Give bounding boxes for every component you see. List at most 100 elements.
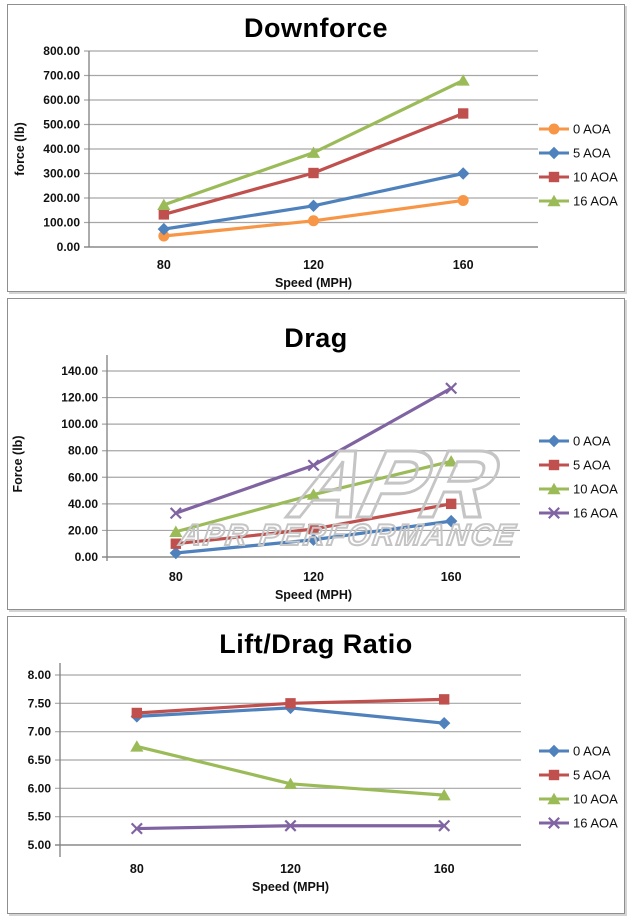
triangle-marker — [547, 482, 561, 495]
triangle-marker — [130, 740, 144, 752]
triangle-marker — [169, 525, 183, 537]
square-marker — [308, 167, 319, 179]
y-tick-label: 7.50 — [28, 696, 52, 710]
y-tick-label: 7.00 — [28, 725, 52, 739]
y-axis-title: Force (lb) — [11, 436, 25, 493]
x-marker — [445, 382, 458, 395]
diamond-marker — [547, 434, 561, 448]
legend-label: 16 AOA — [573, 816, 618, 831]
y-tick-label: 60.00 — [68, 470, 98, 484]
diamond-marker — [437, 716, 451, 730]
y-tick-label: 500.00 — [43, 118, 80, 132]
x-tick-label: 120 — [280, 862, 301, 876]
lift-drag-ratio-chart-title: Lift/Drag Ratio — [219, 629, 413, 659]
drag-chart: 0.00 20.00 40.00 60.00 80.00 100.00 120.00 140.… — [11, 355, 618, 602]
square-marker — [131, 707, 143, 719]
x-axis-title: Speed (MPH) — [275, 588, 352, 602]
triangle-marker — [157, 198, 171, 211]
y-tick-label: 700.00 — [43, 69, 80, 83]
y-tick-label: 0.00 — [75, 550, 99, 564]
square-marker — [457, 108, 469, 119]
diamond-marker — [169, 546, 183, 560]
legend-label: 16 AOA — [573, 194, 618, 209]
triangle-marker — [306, 488, 321, 500]
y-tick-label: 100.00 — [61, 417, 98, 431]
legend-label: 10 AOA — [573, 170, 618, 185]
square-marker — [285, 698, 296, 709]
x-tick-label: 120 — [303, 258, 324, 272]
x-tick-label: 80 — [130, 862, 144, 876]
downforce-chart-panel: Downforce 0.00 100.00 200.00 300.00 400.00 50… — [7, 4, 625, 292]
diamond-marker — [547, 146, 561, 160]
diamond-marker — [307, 533, 320, 546]
square-marker — [438, 694, 450, 705]
diamond-marker — [444, 514, 458, 528]
x-marker — [130, 822, 143, 835]
y-tick-label: 5.00 — [28, 838, 52, 852]
series-line — [162, 111, 465, 217]
legend-label: 10 AOA — [573, 482, 618, 497]
square-marker — [158, 209, 170, 220]
triangle-marker — [283, 777, 298, 789]
series-line — [162, 78, 465, 207]
legend-label: 16 AOA — [573, 506, 618, 521]
y-tick-label: 100.00 — [43, 216, 80, 230]
legend-label: 5 AOA — [573, 146, 611, 161]
y-tick-label: 20.00 — [68, 523, 98, 537]
x-marker — [307, 459, 320, 472]
square-marker — [170, 538, 182, 549]
y-tick-label: 0.00 — [57, 240, 81, 254]
y-tick-label: 800.00 — [43, 44, 80, 58]
y-tick-label: 300.00 — [43, 167, 80, 181]
circle-marker — [158, 230, 170, 242]
diamond-marker — [456, 167, 470, 180]
drag-chart-panel: Drag 0.00 20.00 40.00 60.00 80.00 100.00 120.0… — [7, 298, 625, 610]
diamond-marker — [307, 199, 320, 213]
square-marker — [445, 498, 457, 510]
x-tick-label: 80 — [157, 258, 171, 272]
legend-label: 5 AOA — [573, 768, 611, 783]
downforce-chart-title: Downforce — [243, 13, 388, 43]
y-tick-label: 6.00 — [28, 781, 52, 795]
legend-label: 0 AOA — [573, 434, 611, 449]
y-tick-label: 600.00 — [43, 93, 80, 107]
triangle-marker — [437, 788, 451, 801]
legend-label: 0 AOA — [573, 744, 611, 759]
triangle-marker — [444, 455, 458, 467]
diamond-marker — [157, 222, 171, 236]
x-tick-label: 160 — [453, 258, 474, 272]
x-tick-label: 160 — [434, 862, 455, 876]
triangle-marker — [547, 792, 561, 805]
x-axis-title: Speed (MPH) — [275, 276, 352, 290]
x-tick-label: 160 — [441, 570, 462, 584]
y-tick-label: 80.00 — [68, 444, 98, 458]
circle-marker — [308, 215, 319, 227]
y-tick-label: 8.00 — [28, 668, 52, 682]
y-tick-label: 6.50 — [28, 753, 52, 767]
x-marker — [169, 507, 182, 520]
square-marker — [548, 459, 560, 471]
x-marker — [548, 817, 560, 829]
downforce-chart: 0.00 100.00 200.00 300.00 400.00 500.00 600.00… — [13, 44, 618, 290]
y-tick-label: 400.00 — [43, 142, 80, 156]
lift-drag-ratio-chart: 5.00 5.50 6.00 6.50 7.00 7.50 8.00 80 120 160 Spee… — [28, 663, 618, 894]
square-marker — [548, 769, 560, 781]
diamond-marker — [547, 744, 561, 758]
legend-label: 10 AOA — [573, 792, 618, 807]
x-marker — [438, 819, 451, 832]
square-marker — [548, 171, 560, 183]
y-tick-label: 120.00 — [61, 391, 98, 405]
x-marker — [548, 507, 560, 519]
drag-chart-title: Drag — [284, 323, 348, 353]
lift-drag-ratio-chart-panel: Lift/Drag Ratio 5.00 5.50 6.00 6.50 7.00 7.50… — [7, 616, 625, 914]
x-marker — [284, 819, 297, 832]
legend-label: 5 AOA — [573, 458, 611, 473]
y-tick-label: 40.00 — [68, 497, 98, 511]
y-tick-label: 140.00 — [61, 364, 98, 378]
circle-marker — [457, 194, 469, 206]
square-marker — [308, 523, 319, 535]
legend-label: 0 AOA — [573, 122, 611, 137]
triangle-marker — [306, 146, 321, 158]
x-tick-label: 120 — [303, 570, 324, 584]
